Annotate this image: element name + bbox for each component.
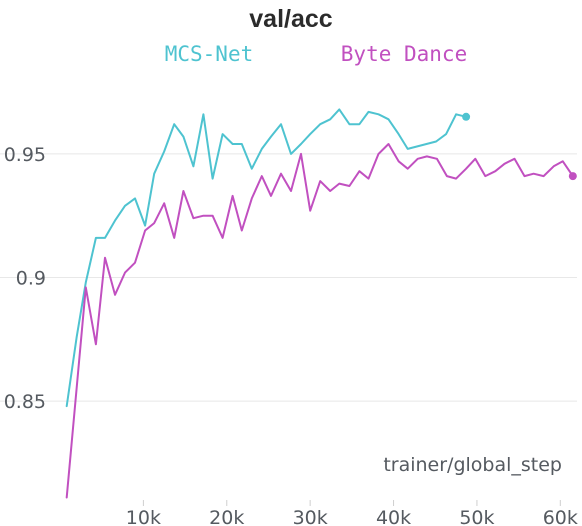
x-tick-label: 60k xyxy=(543,507,578,526)
x-axis-label: trainer/global_step xyxy=(383,454,562,476)
x-tick-label: 50k xyxy=(459,507,494,526)
x-tick-label: 20k xyxy=(209,507,244,526)
x-tick-label: 40k xyxy=(376,507,411,526)
x-tick-label: 30k xyxy=(293,507,328,526)
x-axis-ticks: 10k 20k 30k 40k 50k 60k xyxy=(126,500,578,526)
series-line-2 xyxy=(65,143,574,499)
series-line-1 xyxy=(65,108,468,408)
plot-area xyxy=(65,108,577,499)
legend-entry-2: Byte Dance xyxy=(341,42,467,66)
series-end-point-1 xyxy=(462,112,471,121)
y-axis-ticks: 0.85 0.9 0.95 xyxy=(4,144,46,413)
chart-legend: MCS-Net Byte Dance xyxy=(165,42,467,66)
series-end-point-2 xyxy=(568,172,577,181)
grid-lines xyxy=(0,153,577,402)
y-tick-label: 0.95 xyxy=(4,144,46,166)
y-tick-label: 0.9 xyxy=(16,268,46,290)
chart-title: val/acc xyxy=(249,5,333,33)
legend-entry-1: MCS-Net xyxy=(165,42,254,66)
x-tick-label: 10k xyxy=(126,507,161,526)
y-tick-label: 0.85 xyxy=(4,391,46,413)
